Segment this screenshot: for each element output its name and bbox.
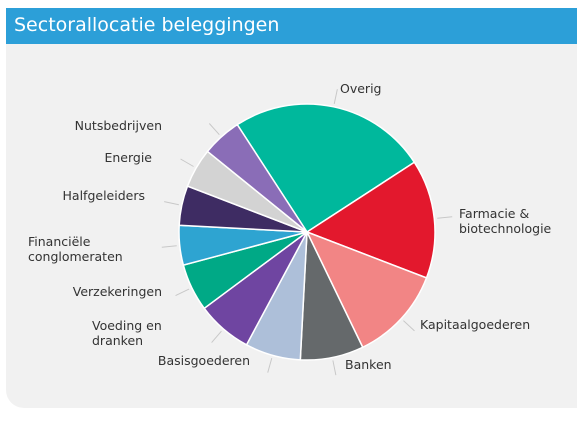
slice-label: Voeding en dranken [92,318,162,348]
leader-line [211,330,222,343]
slice-label: Farmacie & biotechnologie [459,206,552,236]
slice-label: Nutsbedrijven [74,118,162,133]
leader-line [175,288,190,296]
leader-line [164,201,179,206]
leader-line [161,245,177,248]
pie-slice [305,230,428,349]
slice-label: Banken [345,357,392,372]
leader-line [267,358,273,373]
pie-slice [305,161,436,279]
slice-label: Overig [340,81,382,96]
pie-slice [206,123,308,233]
slice-label: Kapitaalgoederen [420,317,531,332]
leader-line [332,360,337,376]
header-bar [6,8,577,44]
slice-label: Financiële conglomeraten [28,234,123,264]
slice-label: Halfgeleiders [62,188,145,203]
slice-label: Verzekeringen [72,284,162,299]
leader-line [437,216,453,219]
pie-slice [236,103,416,234]
chart-title: Sectorallocatie beleggingen [14,14,280,36]
slice-label: Basisgoederen [157,353,250,368]
slice-label: Energie [104,150,152,165]
leader-line [180,158,194,167]
leader-line [333,89,338,104]
leader-line [208,123,220,135]
leader-line [403,320,415,332]
